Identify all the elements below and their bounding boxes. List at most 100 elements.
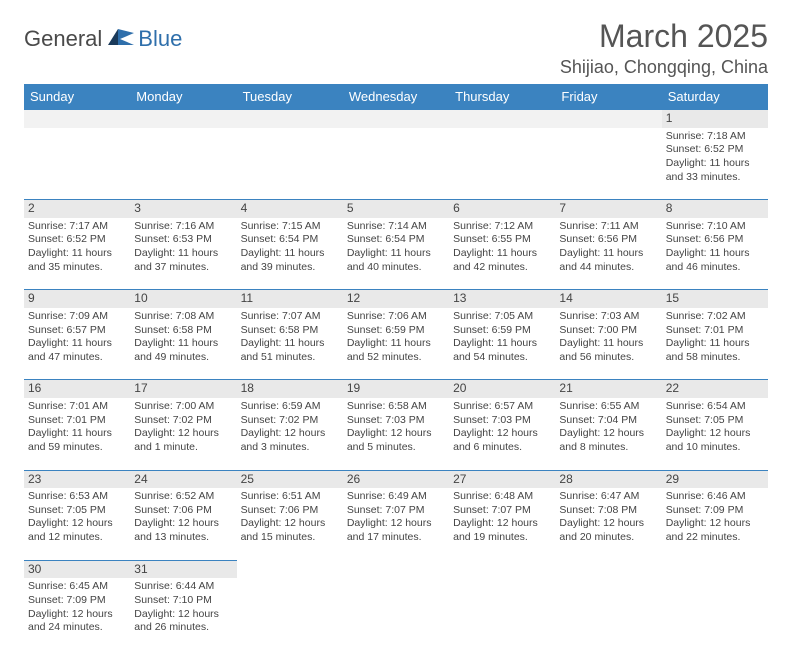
day-info-cell: Sunrise: 7:14 AMSunset: 6:54 PMDaylight:… <box>343 218 449 290</box>
day-number-cell <box>555 110 661 128</box>
sunset-text: Sunset: 7:02 PM <box>134 414 232 428</box>
day-number: 28 <box>559 472 572 486</box>
daylight-text: Daylight: 11 hours and 47 minutes. <box>28 337 126 364</box>
day-number: 8 <box>666 201 673 215</box>
sunrise-text: Sunrise: 6:55 AM <box>559 400 657 414</box>
day-info-cell <box>555 578 661 650</box>
day-number-row: 23242526272829 <box>24 470 768 488</box>
day-number: 25 <box>241 472 254 486</box>
day-number-cell: 30 <box>24 560 130 578</box>
logo: General Blue <box>24 26 182 52</box>
month-title: March 2025 <box>560 18 768 55</box>
sunrise-text: Sunrise: 6:53 AM <box>28 490 126 504</box>
day-number: 30 <box>28 562 41 576</box>
daylight-text: Daylight: 12 hours and 1 minute. <box>134 427 232 454</box>
sunset-text: Sunset: 6:54 PM <box>347 233 445 247</box>
day-info-row: Sunrise: 7:09 AMSunset: 6:57 PMDaylight:… <box>24 308 768 380</box>
day-info-cell: Sunrise: 7:10 AMSunset: 6:56 PMDaylight:… <box>662 218 768 290</box>
day-info-cell: Sunrise: 6:47 AMSunset: 7:08 PMDaylight:… <box>555 488 661 560</box>
sunset-text: Sunset: 7:02 PM <box>241 414 339 428</box>
day-number: 13 <box>453 291 466 305</box>
day-number-cell <box>343 560 449 578</box>
day-number: 4 <box>241 201 248 215</box>
calendar-table: Sunday Monday Tuesday Wednesday Thursday… <box>24 84 768 650</box>
day-info-cell: Sunrise: 6:54 AMSunset: 7:05 PMDaylight:… <box>662 398 768 470</box>
daylight-text: Daylight: 11 hours and 54 minutes. <box>453 337 551 364</box>
day-number: 6 <box>453 201 460 215</box>
weekday-header: Sunday <box>24 84 130 110</box>
day-number: 3 <box>134 201 141 215</box>
sunset-text: Sunset: 7:07 PM <box>347 504 445 518</box>
day-info-cell: Sunrise: 7:08 AMSunset: 6:58 PMDaylight:… <box>130 308 236 380</box>
logo-text-general: General <box>24 26 102 52</box>
sunset-text: Sunset: 7:09 PM <box>28 594 126 608</box>
sunset-text: Sunset: 7:06 PM <box>241 504 339 518</box>
sunrise-text: Sunrise: 7:05 AM <box>453 310 551 324</box>
day-number-cell: 27 <box>449 470 555 488</box>
day-number-cell: 5 <box>343 200 449 218</box>
day-number: 18 <box>241 381 254 395</box>
day-number: 19 <box>347 381 360 395</box>
sunset-text: Sunset: 7:04 PM <box>559 414 657 428</box>
day-number-cell <box>237 560 343 578</box>
day-number: 20 <box>453 381 466 395</box>
sunset-text: Sunset: 7:00 PM <box>559 324 657 338</box>
day-number-cell: 7 <box>555 200 661 218</box>
day-number: 1 <box>666 111 673 125</box>
daylight-text: Daylight: 11 hours and 35 minutes. <box>28 247 126 274</box>
day-info-cell <box>343 128 449 200</box>
day-number-cell: 24 <box>130 470 236 488</box>
day-info-cell: Sunrise: 6:49 AMSunset: 7:07 PMDaylight:… <box>343 488 449 560</box>
day-number-cell: 12 <box>343 290 449 308</box>
sunset-text: Sunset: 7:03 PM <box>347 414 445 428</box>
sunset-text: Sunset: 6:54 PM <box>241 233 339 247</box>
day-info-cell: Sunrise: 6:46 AMSunset: 7:09 PMDaylight:… <box>662 488 768 560</box>
day-number-cell: 15 <box>662 290 768 308</box>
day-number-cell <box>449 110 555 128</box>
sunset-text: Sunset: 7:05 PM <box>666 414 764 428</box>
sunset-text: Sunset: 6:59 PM <box>347 324 445 338</box>
sunset-text: Sunset: 7:09 PM <box>666 504 764 518</box>
day-number-cell: 19 <box>343 380 449 398</box>
sunset-text: Sunset: 6:52 PM <box>666 143 764 157</box>
day-number-cell <box>130 110 236 128</box>
daylight-text: Daylight: 11 hours and 49 minutes. <box>134 337 232 364</box>
day-number: 9 <box>28 291 35 305</box>
day-info-cell <box>555 128 661 200</box>
sunset-text: Sunset: 7:01 PM <box>666 324 764 338</box>
day-info-cell: Sunrise: 7:05 AMSunset: 6:59 PMDaylight:… <box>449 308 555 380</box>
sunset-text: Sunset: 7:08 PM <box>559 504 657 518</box>
sunset-text: Sunset: 6:52 PM <box>28 233 126 247</box>
sunset-text: Sunset: 6:56 PM <box>666 233 764 247</box>
day-info-cell: Sunrise: 6:55 AMSunset: 7:04 PMDaylight:… <box>555 398 661 470</box>
day-info-cell: Sunrise: 7:18 AMSunset: 6:52 PMDaylight:… <box>662 128 768 200</box>
daylight-text: Daylight: 12 hours and 3 minutes. <box>241 427 339 454</box>
day-info-cell <box>343 578 449 650</box>
day-number-cell: 17 <box>130 380 236 398</box>
daylight-text: Daylight: 12 hours and 19 minutes. <box>453 517 551 544</box>
day-number-cell: 28 <box>555 470 661 488</box>
day-info-cell: Sunrise: 6:48 AMSunset: 7:07 PMDaylight:… <box>449 488 555 560</box>
day-info-cell: Sunrise: 7:01 AMSunset: 7:01 PMDaylight:… <box>24 398 130 470</box>
day-number: 14 <box>559 291 572 305</box>
day-number: 22 <box>666 381 679 395</box>
day-info-row: Sunrise: 7:01 AMSunset: 7:01 PMDaylight:… <box>24 398 768 470</box>
day-number: 27 <box>453 472 466 486</box>
day-number-cell: 31 <box>130 560 236 578</box>
sunrise-text: Sunrise: 7:03 AM <box>559 310 657 324</box>
day-number-cell: 8 <box>662 200 768 218</box>
daylight-text: Daylight: 11 hours and 42 minutes. <box>453 247 551 274</box>
sunset-text: Sunset: 7:10 PM <box>134 594 232 608</box>
sunrise-text: Sunrise: 6:46 AM <box>666 490 764 504</box>
sunrise-text: Sunrise: 6:45 AM <box>28 580 126 594</box>
sunset-text: Sunset: 6:58 PM <box>134 324 232 338</box>
day-info-cell: Sunrise: 6:59 AMSunset: 7:02 PMDaylight:… <box>237 398 343 470</box>
sunrise-text: Sunrise: 7:00 AM <box>134 400 232 414</box>
sunset-text: Sunset: 7:01 PM <box>28 414 126 428</box>
daylight-text: Daylight: 12 hours and 13 minutes. <box>134 517 232 544</box>
sunrise-text: Sunrise: 7:09 AM <box>28 310 126 324</box>
day-number-cell: 6 <box>449 200 555 218</box>
weekday-header-row: Sunday Monday Tuesday Wednesday Thursday… <box>24 84 768 110</box>
day-info-cell: Sunrise: 7:07 AMSunset: 6:58 PMDaylight:… <box>237 308 343 380</box>
daylight-text: Daylight: 11 hours and 58 minutes. <box>666 337 764 364</box>
